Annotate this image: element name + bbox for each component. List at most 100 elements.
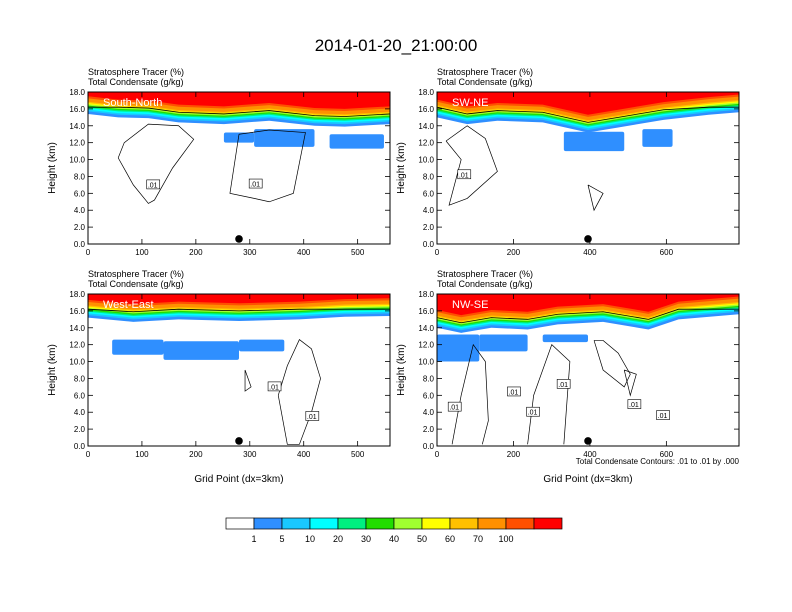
panel-title-condensate: Total Condensate (g/kg) (437, 77, 533, 87)
contour-footnote: Total Condensate Contours: .01 to .01 by… (576, 457, 740, 466)
y-tick-label: 2.0 (74, 223, 86, 232)
condensate-contour (244, 369, 252, 392)
reference-line (88, 106, 390, 117)
y-tick-label: 14.0 (69, 122, 85, 131)
colorbar-swatch (421, 517, 451, 530)
panel-label: West-East (103, 299, 154, 311)
reference-line (437, 106, 739, 123)
colorbar-label: 70 (473, 534, 483, 544)
y-tick-label: 10.0 (69, 358, 85, 367)
y-tick-label: 0.0 (74, 240, 86, 249)
colorbar-label: 10 (305, 534, 315, 544)
y-tick-label: 16.0 (69, 105, 85, 114)
y-tick-label: 0.0 (423, 442, 435, 451)
x-tick-label: 300 (243, 450, 257, 459)
y-axis-label: Height (km) (396, 142, 407, 194)
tracer-patch (239, 339, 285, 352)
x-tick-label: 0 (435, 450, 440, 459)
y-tick-label: 18.0 (69, 290, 85, 299)
y-tick-label: 2.0 (423, 425, 435, 434)
location-marker (584, 437, 592, 445)
contour-label-box (526, 406, 540, 417)
colorbar-swatch (225, 517, 255, 530)
colorbar-swatch (505, 517, 535, 530)
x-tick-label: 200 (189, 248, 203, 257)
x-tick-label: 100 (135, 248, 149, 257)
tracer-field: .01 .01 (88, 294, 390, 445)
x-tick-label: 400 (583, 248, 597, 257)
x-tick-label: 0 (435, 248, 440, 257)
y-tick-label: 2.0 (423, 223, 435, 232)
y-tick-label: 12.0 (69, 341, 85, 350)
location-marker (235, 235, 243, 243)
tracer-patch (329, 134, 384, 149)
tracer-patch (437, 334, 480, 362)
y-tick-label: 18.0 (69, 88, 85, 97)
panel-sw-ne: Stratosphere Tracer (%)Total Condensate … (396, 67, 740, 257)
contour-label: .01 (250, 182, 260, 189)
condensate-contour (623, 369, 637, 397)
colorbar-label: 20 (333, 534, 343, 544)
panel-title-tracer: Stratosphere Tracer (%) (88, 269, 184, 279)
panel-label: SW-NE (452, 97, 488, 109)
x-tick-label: 500 (351, 248, 365, 257)
colorbar-swatch (309, 517, 339, 530)
colorbar-swatch (449, 517, 479, 530)
contour-label-box (627, 399, 642, 409)
x-tick-label: 500 (351, 450, 365, 459)
contour-label: .01 (658, 413, 668, 420)
y-tick-label: 8.0 (74, 374, 86, 383)
y-tick-label: 14.0 (418, 324, 434, 333)
panel-title-condensate: Total Condensate (g/kg) (437, 279, 533, 289)
y-tick-label: 16.0 (418, 105, 434, 114)
colorbar-label: 40 (389, 534, 399, 544)
panel-south-north: Stratosphere Tracer (%)Total Condensate … (47, 67, 391, 257)
x-tick-label: 400 (297, 450, 311, 459)
plot-frame (87, 91, 391, 245)
colorbar-label: 60 (445, 534, 455, 544)
tracer-patch (479, 334, 528, 352)
y-tick-label: 16.0 (418, 307, 434, 316)
plot-frame (87, 293, 391, 447)
y-tick-label: 8.0 (423, 172, 435, 181)
contour-label-box (507, 386, 521, 397)
location-marker (235, 437, 243, 445)
colorbar-swatch (533, 517, 563, 530)
contour-label: .01 (558, 382, 568, 389)
condensate-contour (229, 129, 306, 203)
condensate-contour (587, 184, 604, 212)
colorbar-label: 5 (279, 534, 284, 544)
tracer-patch (163, 341, 239, 360)
contour-label: .01 (307, 414, 317, 421)
condensate-contour (117, 123, 195, 204)
y-tick-label: 8.0 (423, 374, 435, 383)
colorbar-swatch (365, 517, 395, 530)
tracer-field: .01 (437, 92, 739, 212)
contour-label-box (267, 381, 282, 392)
tracer-patch (223, 132, 255, 143)
tracer-field: .01 .01 (88, 92, 390, 204)
contour-label: .01 (528, 410, 538, 417)
tracer-band-11 (88, 92, 390, 109)
plot-frame (436, 91, 740, 245)
panel-label: NW-SE (452, 299, 488, 311)
x-tick-label: 300 (243, 248, 257, 257)
y-tick-label: 10.0 (69, 156, 85, 165)
x-axis-label: Grid Point (dx=3km) (543, 474, 632, 485)
y-tick-label: 6.0 (423, 189, 435, 198)
y-tick-label: 16.0 (69, 307, 85, 316)
x-tick-label: 100 (135, 450, 149, 459)
y-tick-label: 14.0 (418, 122, 434, 131)
y-tick-label: 10.0 (418, 358, 434, 367)
y-tick-label: 0.0 (74, 442, 86, 451)
location-marker (584, 235, 592, 243)
colorbar-swatch (253, 517, 283, 530)
x-tick-label: 200 (507, 450, 521, 459)
y-tick-label: 0.0 (423, 240, 435, 249)
panel-title-condensate: Total Condensate (g/kg) (88, 77, 184, 87)
tracer-field: .01 .01 .01 .01 .01 .01 (437, 294, 739, 445)
y-tick-label: 4.0 (74, 206, 86, 215)
colorbar-swatch (281, 517, 311, 530)
panel-title-tracer: Stratosphere Tracer (%) (88, 67, 184, 77)
contour-label: .01 (459, 172, 469, 179)
